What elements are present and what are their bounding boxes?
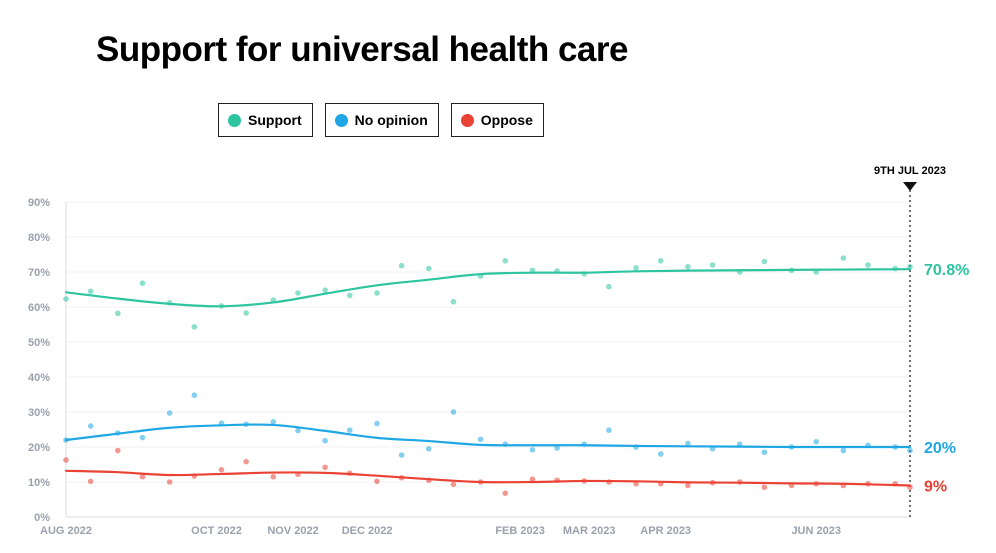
data-point-oppose — [529, 476, 536, 483]
legend-item-no-opinion[interactable]: No opinion — [324, 103, 439, 137]
data-point-no-opinion — [398, 452, 405, 458]
x-tick-label: FEB 2023 — [495, 525, 545, 537]
page-title: Support for universal health care — [96, 30, 628, 69]
legend-dot-support — [228, 113, 241, 127]
data-point-oppose — [115, 447, 121, 454]
data-point-no-opinion — [425, 445, 432, 452]
y-tick-label: 20% — [28, 442, 50, 454]
data-point-no-opinion — [450, 409, 457, 415]
y-tick-label: 70% — [28, 267, 50, 279]
data-point-no-opinion — [477, 436, 484, 443]
y-tick-label: 30% — [28, 407, 50, 419]
data-point-support — [115, 310, 121, 317]
data-point-support — [295, 290, 301, 296]
data-point-oppose — [685, 482, 691, 489]
data-point-support — [374, 290, 380, 296]
legend-dot-no-opinion — [334, 113, 348, 127]
data-point-oppose — [139, 473, 146, 480]
data-point-support — [502, 258, 509, 264]
data-point-oppose — [270, 473, 277, 480]
data-point-no-opinion — [554, 445, 560, 451]
y-tick-label: 0% — [34, 512, 50, 524]
x-tick-label: APR 2023 — [640, 525, 691, 537]
data-point-support — [87, 288, 94, 295]
data-point-support — [63, 296, 69, 302]
data-point-no-opinion — [139, 434, 146, 441]
end-label-no-opinion: 20% — [924, 440, 956, 457]
data-point-support — [139, 280, 146, 287]
legend-item-oppose[interactable]: Oppose — [450, 103, 544, 137]
data-point-support — [347, 292, 353, 299]
data-point-oppose — [761, 484, 768, 491]
x-tick-label: DEC 2022 — [342, 525, 393, 537]
data-point-support — [709, 262, 716, 268]
data-point-no-opinion — [166, 410, 173, 416]
x-tick-label: AUG 2022 — [40, 525, 92, 537]
x-tick-label: OCT 2022 — [191, 525, 242, 537]
data-point-oppose — [450, 481, 457, 488]
trend-line-oppose — [64, 469, 912, 487]
data-point-no-opinion — [761, 449, 768, 456]
data-point-support — [657, 258, 664, 264]
data-point-support — [685, 263, 691, 270]
y-tick-label: 60% — [28, 302, 50, 314]
data-point-support — [398, 262, 405, 269]
data-point-no-opinion — [529, 447, 536, 453]
data-point-oppose — [218, 466, 225, 473]
data-point-no-opinion — [685, 440, 691, 447]
data-point-oppose — [374, 478, 380, 485]
trend-line-support — [64, 268, 912, 308]
legend-label-oppose: Oppose — [480, 112, 533, 128]
data-point-support — [243, 310, 249, 316]
data-point-no-opinion — [347, 427, 353, 434]
legend-label-support: Support — [248, 112, 302, 128]
date-marker-label: 9TH JUL 2023 — [874, 165, 946, 177]
data-point-support — [322, 287, 328, 294]
data-point-support — [865, 262, 871, 268]
data-point-oppose — [166, 479, 173, 485]
data-point-support — [761, 258, 768, 265]
data-point-no-opinion — [657, 451, 664, 457]
end-label-support: 70.8% — [924, 262, 969, 279]
x-tick-label: JUN 2023 — [791, 525, 841, 537]
data-point-support — [633, 265, 639, 271]
data-point-no-opinion — [907, 447, 913, 454]
data-point-no-opinion — [813, 438, 820, 445]
data-point-oppose — [87, 478, 94, 485]
data-point-support — [450, 298, 457, 305]
y-tick-label: 90% — [28, 197, 50, 209]
data-point-no-opinion — [295, 427, 301, 434]
data-point-no-opinion — [606, 427, 612, 434]
x-tick-label: MAR 2023 — [563, 525, 616, 537]
data-point-no-opinion — [374, 420, 380, 427]
data-point-no-opinion — [87, 423, 94, 429]
data-point-oppose — [502, 490, 509, 497]
data-point-oppose — [63, 457, 69, 463]
data-point-no-opinion — [322, 437, 328, 444]
legend-item-support[interactable]: Support — [218, 103, 313, 137]
y-tick-label: 10% — [28, 477, 50, 489]
y-tick-label: 40% — [28, 372, 50, 384]
date-marker-arrow — [903, 182, 917, 191]
y-tick-label: 50% — [28, 337, 50, 349]
data-point-no-opinion — [840, 447, 847, 454]
legend-label-no-opinion: No opinion — [354, 112, 428, 128]
end-label-oppose: 9% — [924, 479, 947, 496]
data-point-oppose — [243, 458, 249, 465]
data-point-no-opinion — [270, 419, 277, 425]
y-tick-label: 80% — [28, 232, 50, 244]
data-point-support — [425, 265, 432, 272]
legend-dot-oppose — [460, 113, 474, 127]
data-point-support — [840, 255, 847, 261]
data-point-oppose — [322, 464, 328, 471]
data-point-support — [606, 283, 612, 290]
data-point-support — [191, 324, 198, 330]
trend-line-no-opinion — [64, 423, 912, 449]
data-point-no-opinion — [191, 392, 198, 399]
chart-legend: Support No opinion Oppose — [218, 103, 544, 137]
x-tick-label: NOV 2022 — [267, 525, 318, 537]
